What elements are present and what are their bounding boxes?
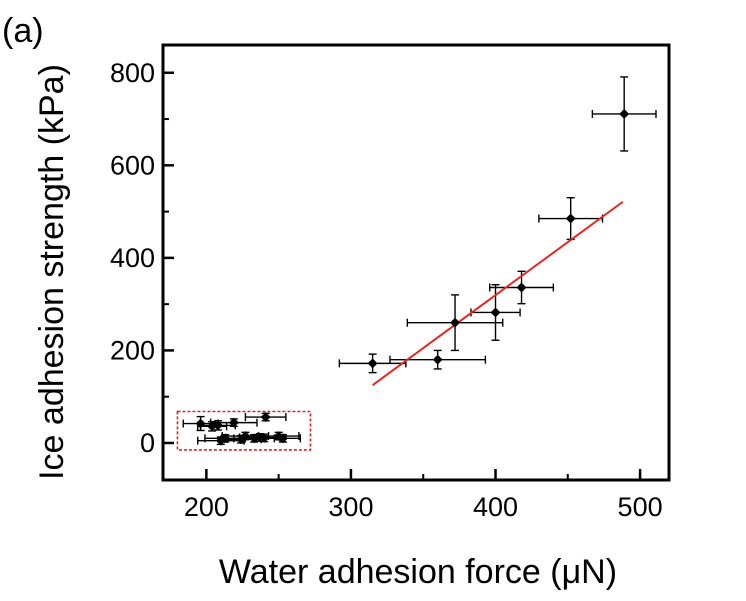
- x-tick-label: 200: [184, 492, 229, 522]
- y-axis-title: Ice adhesion strength (kPa): [33, 64, 71, 480]
- panel-label: (a): [2, 12, 44, 50]
- y-tick-label: 0: [140, 428, 155, 458]
- data-point: [212, 420, 223, 431]
- data-point: [220, 433, 231, 444]
- data-point: [228, 417, 239, 428]
- y-tick-label: 800: [110, 58, 155, 88]
- data-point: [619, 109, 630, 119]
- data-point: [432, 354, 443, 365]
- x-tick-label: 300: [328, 492, 373, 522]
- fit-line: [372, 201, 624, 386]
- data-point: [195, 418, 206, 429]
- data-point: [278, 433, 288, 444]
- y-tick-label: 600: [110, 150, 155, 180]
- y-tick-labels: 0 200 400 600 800: [110, 58, 155, 458]
- x-axis-title: Water adhesion force (μN): [219, 553, 617, 591]
- data-point: [450, 317, 460, 328]
- y-tick-label: 400: [110, 243, 155, 273]
- data-point: [240, 431, 251, 441]
- error-bars: [182, 76, 657, 446]
- x-tick-label: 400: [473, 492, 518, 522]
- data-point: [516, 282, 527, 293]
- annotation-box: [176, 410, 312, 451]
- data-points: [195, 109, 630, 446]
- data-point: [565, 213, 576, 224]
- x-tick-label: 500: [618, 492, 663, 522]
- data-point: [259, 432, 270, 443]
- y-tick-label: 200: [110, 335, 155, 365]
- data-point: [490, 307, 501, 318]
- plot-frame: [161, 43, 671, 482]
- data-point: [367, 358, 378, 369]
- major-ticks: [163, 71, 642, 480]
- data-point: [260, 412, 271, 423]
- x-tick-labels: 200 300 400 500: [184, 492, 663, 522]
